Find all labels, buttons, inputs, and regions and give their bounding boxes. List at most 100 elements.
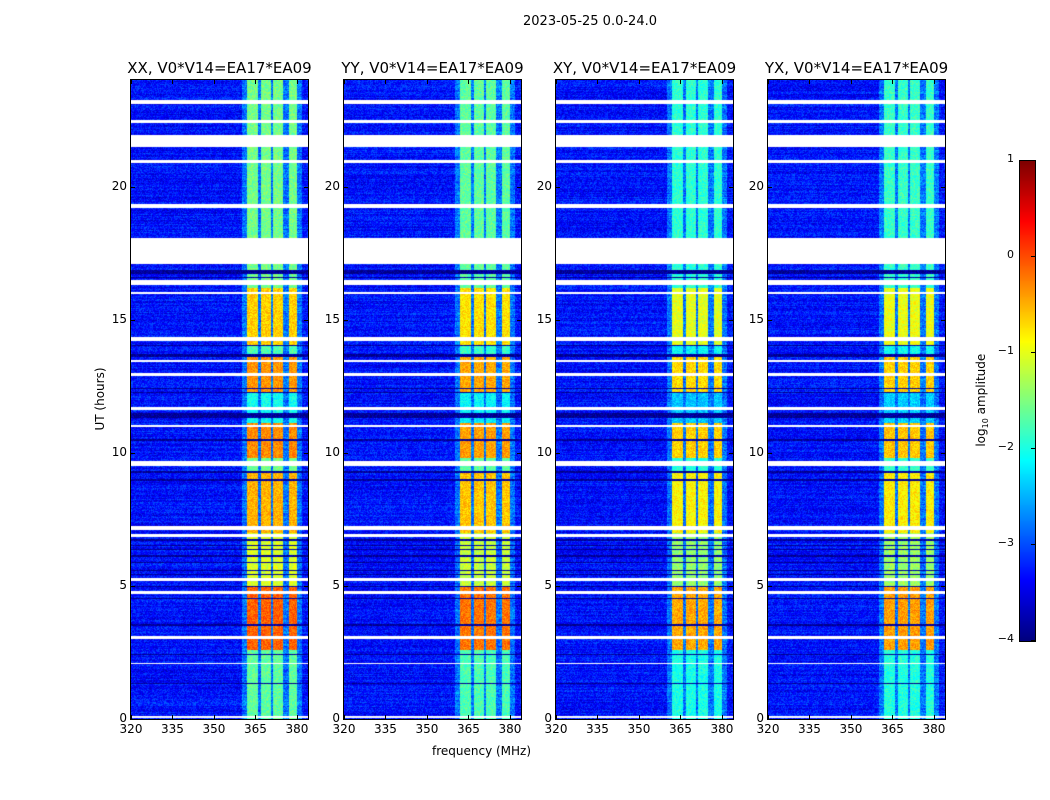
x-tick-label: 320 xyxy=(756,722,780,736)
y-tick-label: 5 xyxy=(119,577,127,592)
x-tick-mark xyxy=(344,715,345,719)
y-tick-mark xyxy=(556,319,560,321)
y-tick-mark xyxy=(556,719,560,720)
x-tick-mark xyxy=(638,715,640,719)
y-tick-mark xyxy=(344,452,348,454)
x-tick-mark xyxy=(680,80,682,84)
colorbar-tick-mark xyxy=(1031,352,1035,353)
y-tick-label: 20 xyxy=(748,178,764,193)
y-tick-mark xyxy=(729,719,733,720)
x-tick-mark xyxy=(255,715,257,719)
y-tick-mark xyxy=(344,319,348,321)
y-tick-mark xyxy=(517,719,521,720)
x-tick-label: 320 xyxy=(544,722,568,736)
x-tick-mark xyxy=(680,715,682,719)
colorbar-tick-label: −1 xyxy=(997,344,1014,357)
y-tick-label: 0 xyxy=(756,711,764,725)
y-tick-label: 0 xyxy=(544,711,552,725)
colorbar-tick-label: −4 xyxy=(997,632,1014,645)
y-tick-mark xyxy=(768,719,772,720)
y-tick-mark xyxy=(304,186,308,188)
spectrogram-image xyxy=(344,80,521,719)
y-tick-label: 5 xyxy=(756,577,764,592)
y-axis-label: UT (hours) xyxy=(93,367,107,431)
y-tick-mark xyxy=(517,186,521,188)
y-tick-mark xyxy=(768,186,772,188)
y-tick-mark xyxy=(131,186,135,188)
colorbar-tick-label: −3 xyxy=(997,536,1014,549)
y-tick-label: 15 xyxy=(748,311,764,326)
colorbar-tick-mark xyxy=(1031,160,1035,161)
x-tick-label: 335 xyxy=(798,722,821,736)
colorbar-tick-mark xyxy=(1031,256,1035,257)
y-tick-mark xyxy=(344,186,348,188)
x-tick-mark xyxy=(556,715,557,719)
y-tick-mark xyxy=(344,719,348,720)
x-tick-label: 335 xyxy=(586,722,609,736)
x-tick-mark xyxy=(721,715,723,719)
colorbar-tick-label: −2 xyxy=(997,440,1014,453)
x-tick-mark xyxy=(213,80,215,84)
x-tick-label: 365 xyxy=(457,722,480,736)
x-tick-mark xyxy=(933,80,935,84)
panel-title: YX, V0*V14=EA17*EA09 xyxy=(764,59,949,77)
x-tick-mark xyxy=(597,715,599,719)
y-tick-mark xyxy=(729,585,733,587)
y-tick-mark xyxy=(556,186,560,188)
x-tick-mark xyxy=(809,715,811,719)
x-tick-mark xyxy=(509,715,511,719)
x-tick-mark xyxy=(768,715,769,719)
x-tick-mark xyxy=(213,715,215,719)
x-tick-mark xyxy=(933,715,935,719)
x-tick-label: 380 xyxy=(710,722,734,736)
x-tick-mark xyxy=(131,80,132,84)
y-tick-mark xyxy=(941,186,945,188)
x-tick-label: 380 xyxy=(285,722,309,736)
x-tick-mark xyxy=(721,80,723,84)
spectrogram-panel xyxy=(130,79,309,720)
y-tick-label: 10 xyxy=(324,444,340,459)
y-tick-mark xyxy=(517,585,521,587)
y-tick-mark xyxy=(556,585,560,587)
y-tick-mark xyxy=(131,585,135,587)
y-tick-label: 0 xyxy=(332,711,340,725)
y-tick-mark xyxy=(131,719,135,720)
panel-title: YY, V0*V14=EA17*EA09 xyxy=(341,59,524,77)
x-tick-mark xyxy=(468,715,470,719)
y-tick-mark xyxy=(941,319,945,321)
y-tick-label: 15 xyxy=(324,311,340,326)
colorbar-tick-label: 0 xyxy=(1007,248,1014,261)
y-tick-mark xyxy=(729,452,733,454)
colorbar-tick-mark xyxy=(1031,640,1035,641)
x-tick-mark xyxy=(172,715,174,719)
y-tick-label: 5 xyxy=(544,577,552,592)
y-tick-mark xyxy=(131,452,135,454)
x-tick-mark xyxy=(892,715,894,719)
x-tick-label: 350 xyxy=(202,722,226,736)
colorbar xyxy=(1019,160,1036,642)
y-tick-mark xyxy=(768,319,772,321)
x-tick-mark xyxy=(131,715,132,719)
spectrogram-image xyxy=(556,80,733,719)
y-tick-label: 15 xyxy=(536,311,552,326)
x-tick-mark xyxy=(385,80,387,84)
x-tick-mark xyxy=(850,80,852,84)
y-tick-label: 20 xyxy=(324,178,340,193)
panel-title: XY, V0*V14=EA17*EA09 xyxy=(552,59,737,77)
x-tick-mark xyxy=(255,80,257,84)
y-tick-label: 10 xyxy=(111,444,127,459)
y-tick-mark xyxy=(941,452,945,454)
y-tick-mark xyxy=(729,186,733,188)
x-tick-label: 350 xyxy=(839,722,863,736)
spectrogram-panel xyxy=(555,79,734,720)
x-tick-label: 320 xyxy=(119,722,143,736)
x-tick-mark xyxy=(556,80,557,84)
spectrogram-image xyxy=(131,80,308,719)
y-tick-mark xyxy=(304,585,308,587)
panel-title: XX, V0*V14=EA17*EA09 xyxy=(127,59,312,77)
y-tick-mark xyxy=(941,719,945,720)
colorbar-tick-mark xyxy=(1031,448,1035,449)
x-tick-mark xyxy=(296,715,298,719)
y-tick-mark xyxy=(768,585,772,587)
x-tick-mark xyxy=(385,715,387,719)
